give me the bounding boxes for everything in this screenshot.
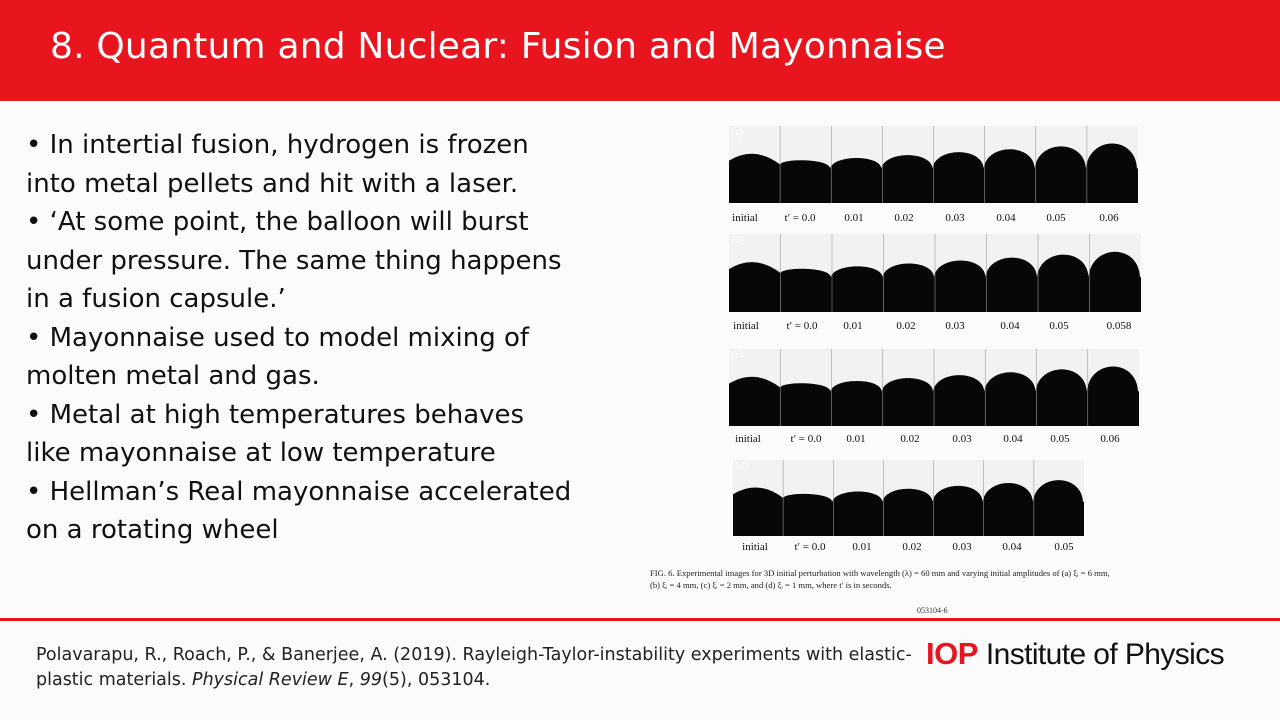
time-label: 0.05 <box>1050 433 1070 445</box>
bullet-line: molten metal and gas. <box>26 361 320 391</box>
ref-authors: Polavarapu, R., Roach, P., & Banerjee, A… <box>36 645 912 690</box>
figure-panel: (c) <box>729 349 1139 426</box>
panel-label: (c) <box>732 350 744 361</box>
iop-logo: IOP Institute of Physics <box>926 636 1225 676</box>
bullet-line: under pressure. The same thing happens <box>26 245 562 276</box>
caption-line: (b) ξᵢ = 4 mm, (c) ξᵢ = 2 mm, and (d) ξᵢ… <box>650 580 892 590</box>
time-label: 0.01 <box>843 320 863 332</box>
bullet-line: into metal pellets and hit with a laser. <box>26 168 519 199</box>
ref-sep: , <box>348 670 360 690</box>
panel-label: (a) <box>732 127 744 138</box>
ref-volume: 99 <box>359 670 383 690</box>
bullet-line: • Hellman’s Real mayonnaise accelerated <box>26 476 572 507</box>
time-label: 0.02 <box>894 212 914 224</box>
logo-short: IOP <box>926 636 978 671</box>
reference-citation: Polavarapu, R., Roach, P., & Banerjee, A… <box>36 643 916 693</box>
time-label: 0.05 <box>1054 541 1074 553</box>
time-label: 0.03 <box>952 433 972 445</box>
bullet-line: • ‘At some point, the balloon will burst <box>26 207 529 237</box>
time-label: 0.03 <box>952 541 972 553</box>
time-label: 0.03 <box>945 320 965 332</box>
time-label: 0.03 <box>945 212 965 224</box>
panel-label: (b) <box>732 235 744 246</box>
time-label: 0.04 <box>1000 320 1020 332</box>
time-label: 0.02 <box>900 433 920 445</box>
time-label: initial <box>735 433 761 445</box>
bullet-line: in a fusion capsule.’ <box>26 284 286 314</box>
figure-page-number: 053104-6 <box>917 606 948 615</box>
time-label: 0.04 <box>1003 433 1023 445</box>
time-label: 0.04 <box>1002 541 1022 553</box>
time-label: t′ = 0.0 <box>786 320 818 332</box>
figure-panel: (d) <box>733 460 1084 536</box>
time-label: 0.05 <box>1049 320 1069 332</box>
time-label: initial <box>742 541 768 553</box>
bullet-list: • In intertial fusion, hydrogen is froze… <box>26 126 586 550</box>
time-label: t′ = 0.0 <box>784 212 816 224</box>
time-label: 0.01 <box>852 541 872 553</box>
bullet-line: • Mayonnaise used to model mixing of <box>26 322 530 353</box>
bullet-line: • In intertial fusion, hydrogen is froze… <box>26 130 529 160</box>
figure-caption: FIG. 6. Experimental images for 3D initi… <box>650 567 1235 591</box>
interface-image <box>729 126 1138 203</box>
bullet-line: • Metal at high temperatures behaves <box>26 399 525 430</box>
footer-divider <box>0 618 1280 621</box>
time-label: 0.02 <box>896 320 916 332</box>
figure-panel: (a) <box>729 126 1138 203</box>
time-label: 0.02 <box>902 541 922 553</box>
time-label: 0.06 <box>1100 433 1120 445</box>
time-label: initial <box>732 212 758 224</box>
interface-image <box>733 460 1084 536</box>
panel-label: (d) <box>736 461 748 472</box>
ref-issue: (5), 053104. <box>382 670 491 690</box>
time-label: 0.05 <box>1046 212 1066 224</box>
ref-journal: Physical Review E <box>192 670 349 690</box>
time-label: t′ = 0.0 <box>794 541 826 553</box>
time-label: 0.01 <box>846 433 866 445</box>
time-label: 0.058 <box>1106 320 1132 332</box>
time-label: t′ = 0.0 <box>790 433 822 445</box>
time-label: initial <box>733 320 759 332</box>
time-label: 0.01 <box>844 212 864 224</box>
time-label: 0.04 <box>996 212 1016 224</box>
figure-panel: (b) <box>729 234 1141 312</box>
caption-line: FIG. 6. Experimental images for 3D initi… <box>650 568 1110 578</box>
interface-image <box>729 234 1141 312</box>
interface-image <box>729 349 1139 426</box>
bullet-line: like mayonnaise at low temperature <box>26 438 496 468</box>
bullet-line: on a rotating wheel <box>26 515 279 545</box>
slide-title: 8. Quantum and Nuclear: Fusion and Mayon… <box>50 26 946 67</box>
time-label: 0.06 <box>1099 212 1119 224</box>
fluid-silhouette <box>733 480 1084 536</box>
slide-header: 8. Quantum and Nuclear: Fusion and Mayon… <box>0 0 1280 101</box>
logo-full: Institute of Physics <box>985 638 1225 671</box>
